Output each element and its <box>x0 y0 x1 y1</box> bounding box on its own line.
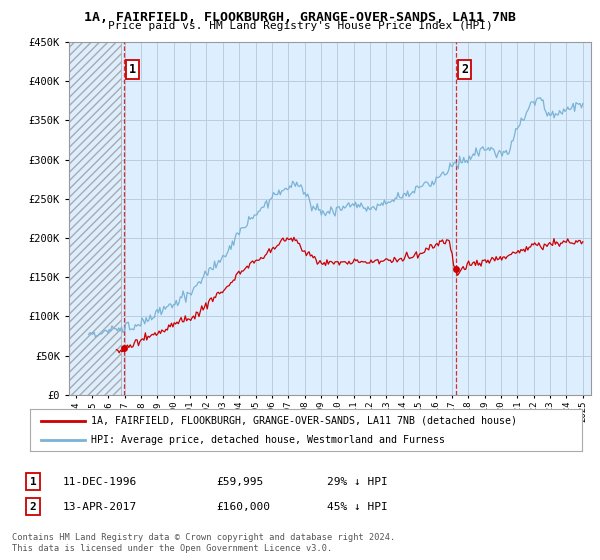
Text: 13-APR-2017: 13-APR-2017 <box>63 502 137 512</box>
Text: 2: 2 <box>461 63 469 76</box>
Text: 29% ↓ HPI: 29% ↓ HPI <box>327 477 388 487</box>
Bar <box>69 42 121 395</box>
Text: £160,000: £160,000 <box>216 502 270 512</box>
Text: 1: 1 <box>129 63 136 76</box>
Text: HPI: Average price, detached house, Westmorland and Furness: HPI: Average price, detached house, West… <box>91 435 445 445</box>
Text: This data is licensed under the Open Government Licence v3.0.: This data is licensed under the Open Gov… <box>12 544 332 553</box>
Text: 2: 2 <box>29 502 37 512</box>
Text: Price paid vs. HM Land Registry's House Price Index (HPI): Price paid vs. HM Land Registry's House … <box>107 21 493 31</box>
Text: 1A, FAIRFIELD, FLOOKBURGH, GRANGE-OVER-SANDS, LA11 7NB (detached house): 1A, FAIRFIELD, FLOOKBURGH, GRANGE-OVER-S… <box>91 416 517 426</box>
Text: 1: 1 <box>29 477 37 487</box>
Text: 1A, FAIRFIELD, FLOOKBURGH, GRANGE-OVER-SANDS, LA11 7NB: 1A, FAIRFIELD, FLOOKBURGH, GRANGE-OVER-S… <box>84 11 516 24</box>
Text: £59,995: £59,995 <box>216 477 263 487</box>
Text: 45% ↓ HPI: 45% ↓ HPI <box>327 502 388 512</box>
Text: 11-DEC-1996: 11-DEC-1996 <box>63 477 137 487</box>
Text: Contains HM Land Registry data © Crown copyright and database right 2024.: Contains HM Land Registry data © Crown c… <box>12 533 395 542</box>
